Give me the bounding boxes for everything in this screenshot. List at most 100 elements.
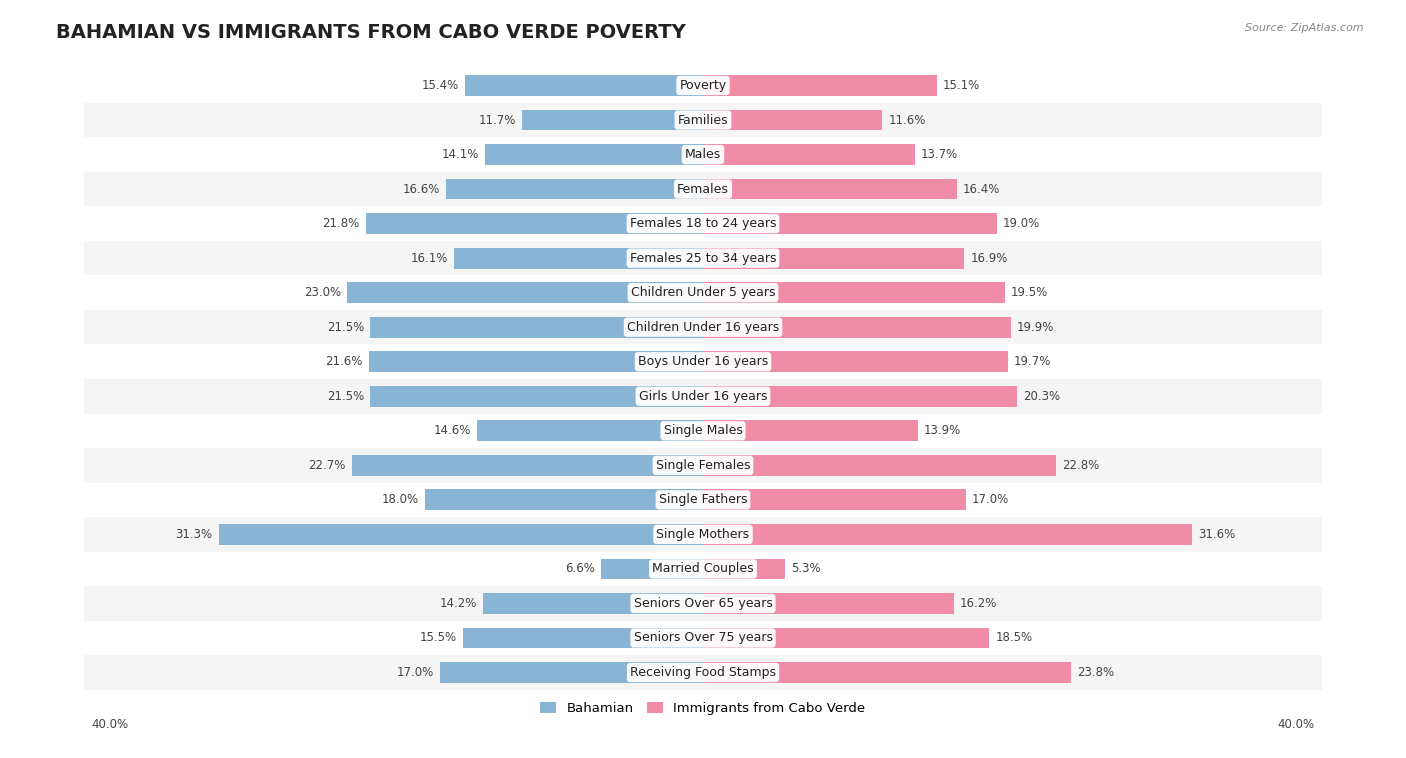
Bar xyxy=(703,75,936,96)
Text: 23.8%: 23.8% xyxy=(1077,666,1115,679)
Bar xyxy=(84,621,1322,655)
Text: Females 18 to 24 years: Females 18 to 24 years xyxy=(630,217,776,230)
Bar xyxy=(485,144,703,165)
Bar xyxy=(703,248,965,268)
Bar xyxy=(703,628,990,648)
Text: 15.1%: 15.1% xyxy=(943,79,980,92)
Bar xyxy=(84,586,1322,621)
Text: 21.8%: 21.8% xyxy=(322,217,360,230)
Bar xyxy=(84,103,1322,137)
Text: 21.5%: 21.5% xyxy=(328,321,364,334)
Text: 22.7%: 22.7% xyxy=(308,459,346,471)
Bar xyxy=(84,206,1322,241)
Text: Males: Males xyxy=(685,148,721,161)
Bar xyxy=(84,414,1322,448)
Bar xyxy=(84,517,1322,552)
Text: Single Fathers: Single Fathers xyxy=(659,493,747,506)
Bar xyxy=(425,490,703,510)
Text: 31.6%: 31.6% xyxy=(1198,528,1234,541)
Text: 19.5%: 19.5% xyxy=(1011,287,1047,299)
Text: 14.2%: 14.2% xyxy=(440,597,477,610)
Text: 15.5%: 15.5% xyxy=(420,631,457,644)
Legend: Bahamian, Immigrants from Cabo Verde: Bahamian, Immigrants from Cabo Verde xyxy=(536,697,870,720)
Bar xyxy=(84,552,1322,586)
Text: 16.9%: 16.9% xyxy=(970,252,1008,265)
Bar xyxy=(703,179,956,199)
Text: Married Couples: Married Couples xyxy=(652,562,754,575)
Text: 13.7%: 13.7% xyxy=(921,148,959,161)
Bar xyxy=(465,75,703,96)
Bar xyxy=(703,352,1008,372)
Text: Single Females: Single Females xyxy=(655,459,751,471)
Text: Girls Under 16 years: Girls Under 16 years xyxy=(638,390,768,402)
Text: 6.6%: 6.6% xyxy=(565,562,595,575)
Text: 14.6%: 14.6% xyxy=(433,424,471,437)
Bar xyxy=(703,662,1071,683)
Text: 40.0%: 40.0% xyxy=(1278,719,1315,731)
Bar xyxy=(352,455,703,476)
Text: 31.3%: 31.3% xyxy=(176,528,212,541)
Text: 19.0%: 19.0% xyxy=(1002,217,1040,230)
Bar xyxy=(84,172,1322,206)
Text: Females 25 to 34 years: Females 25 to 34 years xyxy=(630,252,776,265)
Bar xyxy=(219,524,703,545)
Text: Boys Under 16 years: Boys Under 16 years xyxy=(638,356,768,368)
Text: 16.1%: 16.1% xyxy=(411,252,449,265)
Text: Receiving Food Stamps: Receiving Food Stamps xyxy=(630,666,776,679)
Text: 17.0%: 17.0% xyxy=(972,493,1010,506)
Text: 16.4%: 16.4% xyxy=(963,183,1000,196)
Text: 19.9%: 19.9% xyxy=(1017,321,1054,334)
Bar xyxy=(703,110,883,130)
Bar xyxy=(371,317,703,337)
Text: 17.0%: 17.0% xyxy=(396,666,434,679)
Bar xyxy=(703,490,966,510)
Bar xyxy=(84,241,1322,275)
Text: 23.0%: 23.0% xyxy=(304,287,342,299)
Bar xyxy=(522,110,703,130)
Text: 21.6%: 21.6% xyxy=(325,356,363,368)
Text: 16.2%: 16.2% xyxy=(960,597,997,610)
Bar xyxy=(703,524,1192,545)
Bar xyxy=(84,68,1322,103)
Bar xyxy=(464,628,703,648)
Bar xyxy=(703,421,918,441)
Text: 40.0%: 40.0% xyxy=(91,719,128,731)
Text: Seniors Over 65 years: Seniors Over 65 years xyxy=(634,597,772,610)
Bar xyxy=(446,179,703,199)
Bar xyxy=(84,344,1322,379)
Text: 20.3%: 20.3% xyxy=(1024,390,1060,402)
Text: 21.5%: 21.5% xyxy=(328,390,364,402)
Text: Families: Families xyxy=(678,114,728,127)
Bar xyxy=(703,455,1056,476)
Text: 14.1%: 14.1% xyxy=(441,148,479,161)
Bar xyxy=(600,559,703,579)
Text: Children Under 16 years: Children Under 16 years xyxy=(627,321,779,334)
Bar xyxy=(484,593,703,614)
Bar xyxy=(703,593,953,614)
Text: 22.8%: 22.8% xyxy=(1062,459,1099,471)
Bar xyxy=(84,655,1322,690)
Text: BAHAMIAN VS IMMIGRANTS FROM CABO VERDE POVERTY: BAHAMIAN VS IMMIGRANTS FROM CABO VERDE P… xyxy=(56,23,686,42)
Text: Seniors Over 75 years: Seniors Over 75 years xyxy=(634,631,772,644)
Text: Single Mothers: Single Mothers xyxy=(657,528,749,541)
Bar xyxy=(84,310,1322,344)
Bar xyxy=(368,352,703,372)
Text: 13.9%: 13.9% xyxy=(924,424,962,437)
Bar xyxy=(347,282,703,303)
Text: Females: Females xyxy=(678,183,728,196)
Bar xyxy=(84,379,1322,414)
Bar xyxy=(371,386,703,406)
Text: Single Males: Single Males xyxy=(664,424,742,437)
Text: 5.3%: 5.3% xyxy=(792,562,821,575)
Bar xyxy=(703,282,1005,303)
Bar xyxy=(703,317,1011,337)
Bar xyxy=(366,213,703,234)
Bar xyxy=(703,386,1017,406)
Text: 18.0%: 18.0% xyxy=(381,493,419,506)
Bar xyxy=(703,144,915,165)
Text: 16.6%: 16.6% xyxy=(402,183,440,196)
Text: 15.4%: 15.4% xyxy=(422,79,458,92)
Text: Children Under 5 years: Children Under 5 years xyxy=(631,287,775,299)
Bar xyxy=(454,248,703,268)
Text: 18.5%: 18.5% xyxy=(995,631,1032,644)
